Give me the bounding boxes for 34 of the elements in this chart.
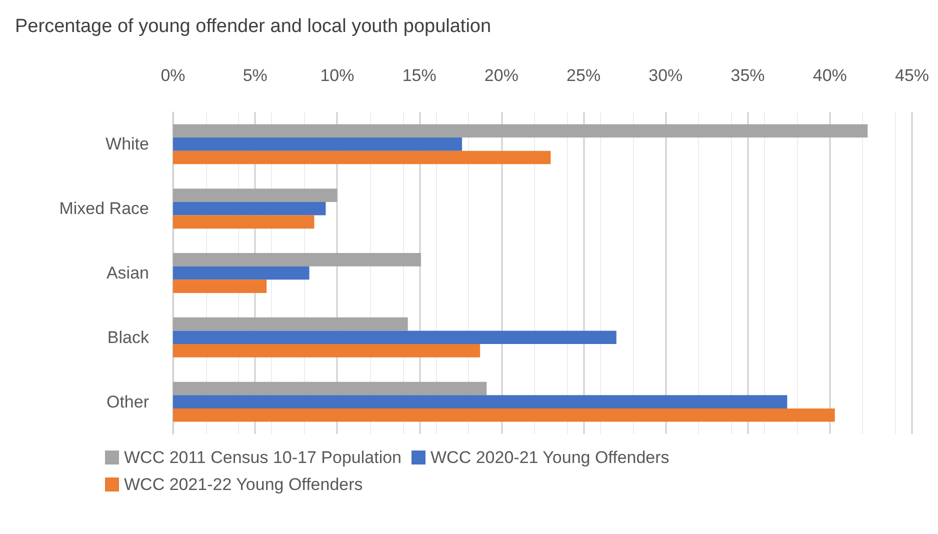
bar: [173, 138, 462, 151]
bar: [173, 408, 835, 422]
bar: [173, 344, 480, 358]
x-tick-label: 0%: [160, 66, 186, 85]
bar: [173, 382, 487, 396]
bar: [173, 215, 314, 229]
chart-title: Percentage of young offender and local youth population: [15, 16, 492, 37]
x-tick-label: 5%: [242, 66, 268, 85]
y-tick-label: Black: [107, 328, 150, 347]
y-tick-label: White: [106, 134, 149, 154]
x-tick-label: 15%: [402, 66, 436, 85]
x-tick-label: 20%: [484, 66, 518, 85]
bar: [173, 253, 421, 266]
x-tick-label: 40%: [812, 66, 847, 85]
bar: [173, 330, 616, 344]
legend-label: WCC 2020-21 Young Offenders: [430, 448, 670, 467]
x-tick-label: 35%: [730, 66, 765, 85]
bar: [173, 280, 267, 293]
bar: [173, 124, 868, 138]
legend-label: WCC 2011 Census 10-17 Population: [124, 448, 402, 467]
y-tick-label: Other: [106, 392, 150, 412]
x-tick-label: 30%: [648, 66, 683, 85]
y-tick-label: Mixed Race: [59, 199, 149, 218]
legend-label: WCC 2021-22 Young Offenders: [124, 475, 363, 494]
bar: [173, 150, 551, 164]
bar: [173, 266, 310, 280]
bar: [173, 317, 408, 331]
y-tick-label: Asian: [106, 264, 149, 282]
bar: [173, 395, 788, 408]
bar: [173, 202, 326, 216]
bar: [173, 188, 338, 202]
x-tick-label: 25%: [566, 66, 601, 85]
x-tick-label: 45%: [894, 66, 930, 85]
x-tick-label: 10%: [320, 66, 354, 85]
